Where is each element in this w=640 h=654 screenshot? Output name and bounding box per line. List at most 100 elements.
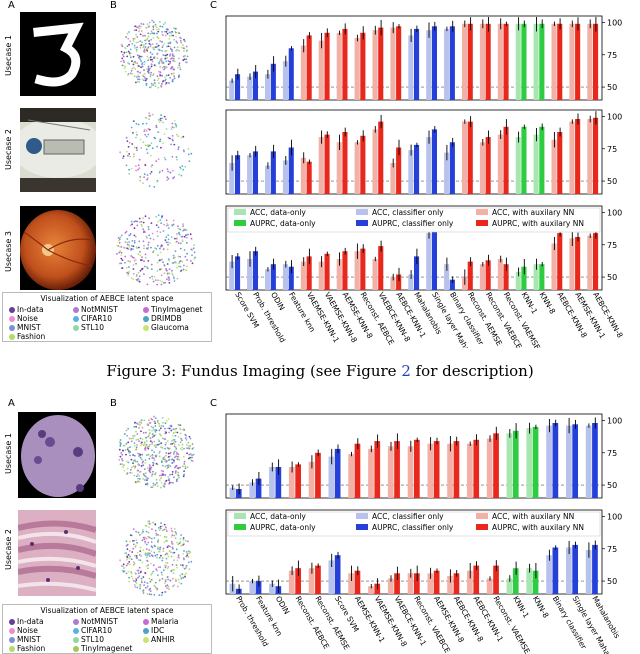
latent-point bbox=[168, 550, 171, 552]
latent-point bbox=[156, 419, 159, 422]
legend-label: STL10 bbox=[81, 323, 105, 332]
latent-point bbox=[120, 60, 122, 63]
latent-point bbox=[137, 280, 139, 282]
latent-legend-item: Noise bbox=[9, 314, 38, 323]
latent-point bbox=[129, 155, 131, 158]
latent-point bbox=[172, 453, 175, 455]
latent-point bbox=[160, 267, 163, 270]
latent-point bbox=[127, 272, 130, 275]
latent-point bbox=[141, 41, 143, 44]
latent-point bbox=[132, 543, 135, 546]
latent-point bbox=[146, 177, 149, 180]
latent-point bbox=[135, 50, 138, 53]
bar bbox=[269, 583, 275, 594]
legend-label: MNIST bbox=[17, 323, 41, 332]
latent-point bbox=[139, 254, 142, 257]
latent-point bbox=[166, 53, 169, 56]
latent-point bbox=[173, 143, 176, 146]
bar bbox=[265, 269, 271, 290]
latent-point bbox=[148, 57, 150, 59]
latent-point bbox=[152, 457, 155, 459]
latent-point bbox=[183, 460, 186, 463]
latent-point bbox=[135, 147, 138, 149]
latent-point bbox=[181, 564, 184, 566]
latent-point bbox=[133, 562, 136, 565]
figure-ref-link[interactable]: 2 bbox=[401, 362, 411, 380]
bar bbox=[539, 264, 545, 290]
latent-point bbox=[175, 548, 178, 551]
latent-point bbox=[174, 428, 176, 431]
latent-point bbox=[119, 151, 121, 154]
latent-point bbox=[142, 221, 145, 224]
latent-point bbox=[135, 439, 138, 441]
chart-legend-label: AUPRC, with auxilary NN bbox=[492, 523, 584, 532]
legend-dot-icon bbox=[143, 636, 149, 643]
latent-point bbox=[129, 451, 131, 454]
latent-point bbox=[174, 27, 177, 30]
bar bbox=[407, 573, 414, 594]
latent-point bbox=[132, 248, 134, 251]
latent-point bbox=[165, 236, 168, 239]
latent-point bbox=[142, 444, 145, 447]
latent-point bbox=[176, 541, 178, 544]
latent-point bbox=[142, 240, 145, 243]
latent-point bbox=[157, 214, 160, 217]
latent-point bbox=[148, 466, 151, 468]
latent-point bbox=[172, 572, 175, 574]
latent-point bbox=[166, 57, 168, 59]
chart-legend-swatch bbox=[476, 524, 488, 530]
latent-point bbox=[150, 165, 153, 168]
latent-point bbox=[161, 33, 164, 36]
latent-point bbox=[135, 430, 137, 433]
latent-point bbox=[148, 419, 150, 422]
latent-point bbox=[164, 427, 166, 430]
latent-point bbox=[144, 479, 146, 481]
latent-point bbox=[175, 533, 178, 536]
latent-point bbox=[145, 436, 147, 439]
latent-point bbox=[153, 551, 156, 554]
chart-legend-label: AUPRC, classifier only bbox=[372, 219, 454, 228]
latent-point bbox=[169, 62, 172, 65]
latent-point bbox=[161, 46, 164, 49]
latent-point bbox=[143, 79, 145, 82]
latent-point bbox=[182, 428, 185, 431]
latent-point bbox=[172, 432, 175, 434]
latent-point bbox=[180, 46, 183, 49]
latent-point bbox=[133, 227, 136, 230]
latent-point bbox=[119, 463, 122, 465]
bar bbox=[247, 76, 253, 100]
y-tick-label: 50 bbox=[607, 177, 617, 186]
latent-point bbox=[182, 537, 185, 539]
latent-point bbox=[154, 82, 156, 85]
latent-point bbox=[137, 473, 139, 476]
latent-point bbox=[174, 237, 176, 240]
latent-point bbox=[157, 534, 159, 536]
latent-point bbox=[136, 551, 139, 554]
latent-point bbox=[119, 559, 121, 562]
latent-point bbox=[167, 585, 170, 588]
latent-point bbox=[167, 427, 170, 430]
latent-point bbox=[147, 567, 149, 570]
latent-point bbox=[139, 424, 141, 426]
latent-legend-item: In-data bbox=[9, 617, 44, 626]
latent-point bbox=[162, 437, 164, 440]
latent-point bbox=[183, 470, 185, 472]
latent-point bbox=[135, 48, 138, 51]
latent-point bbox=[149, 552, 151, 555]
latent-point bbox=[121, 44, 124, 47]
bar bbox=[433, 570, 440, 594]
latent-point bbox=[141, 443, 143, 446]
latent-point bbox=[168, 479, 171, 482]
latent-point bbox=[187, 561, 190, 564]
latent-point bbox=[159, 138, 162, 141]
latent-point bbox=[133, 234, 136, 237]
latent-point bbox=[166, 32, 169, 35]
latent-point bbox=[167, 238, 170, 241]
bar bbox=[247, 155, 253, 194]
latent-point bbox=[130, 249, 132, 251]
latent-point bbox=[154, 429, 157, 431]
latent-point bbox=[132, 40, 135, 42]
latent-point bbox=[148, 526, 150, 529]
latent-point bbox=[168, 268, 171, 270]
bar bbox=[295, 464, 301, 498]
